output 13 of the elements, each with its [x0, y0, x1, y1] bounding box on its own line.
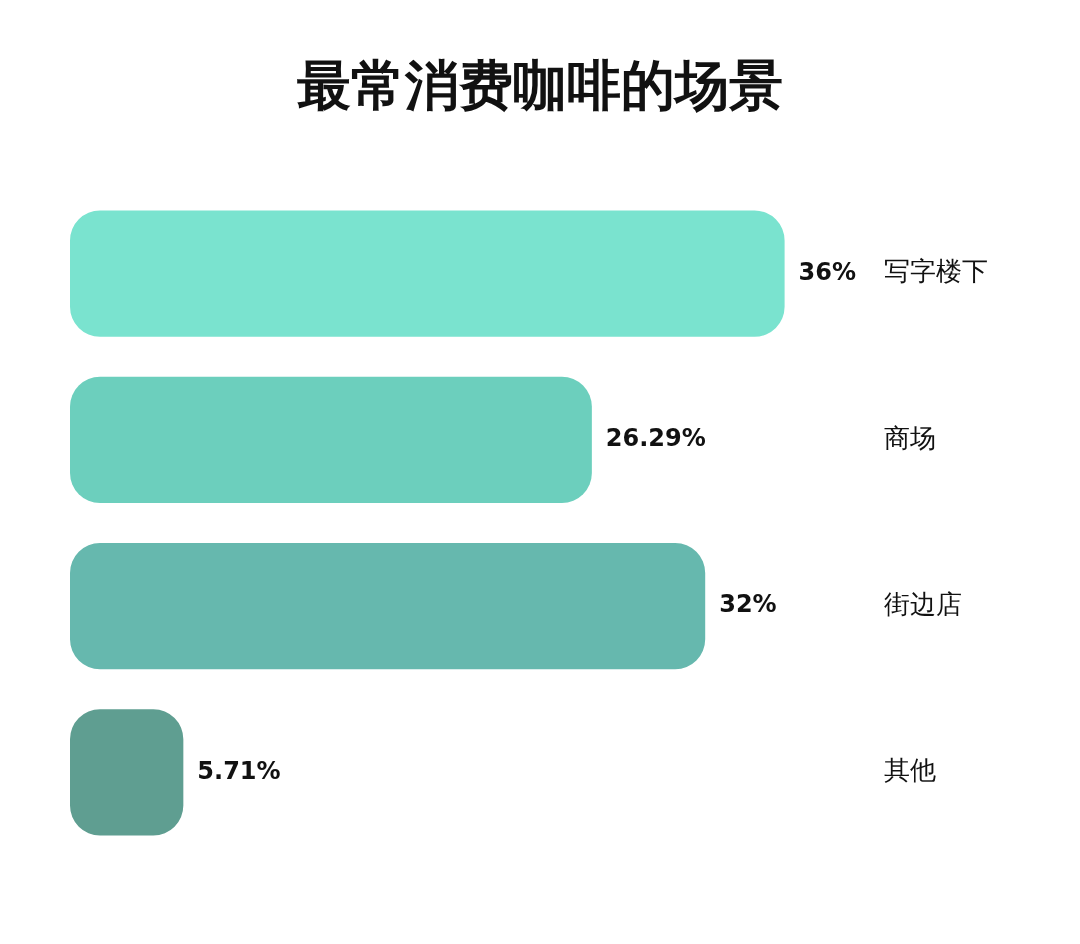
y-tick-label: 街边店 — [884, 588, 962, 619]
bar — [70, 542, 706, 670]
data-label: 26.29% — [605, 424, 706, 453]
bar — [70, 709, 184, 836]
bar — [70, 210, 785, 337]
data-label: 32% — [719, 590, 777, 619]
chart-title: 最常消费咖啡的场景 — [296, 53, 784, 119]
data-label: 5.71% — [197, 756, 281, 785]
y-tick-label: 商场 — [884, 422, 936, 453]
data-label: 36% — [798, 257, 857, 286]
y-tick-label: 写字楼下 — [884, 256, 988, 287]
bar — [70, 376, 592, 504]
y-tick-label: 其他 — [884, 755, 936, 786]
